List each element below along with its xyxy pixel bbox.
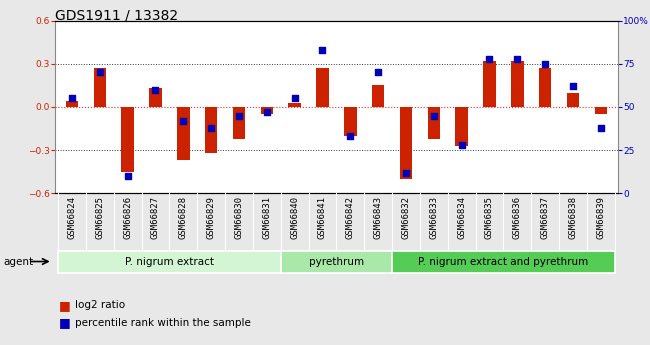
Bar bbox=[122, 107, 134, 171]
Point bbox=[373, 70, 384, 75]
Text: GSM66830: GSM66830 bbox=[235, 196, 244, 239]
Text: GSM66825: GSM66825 bbox=[96, 196, 104, 239]
Point bbox=[484, 56, 495, 61]
Point bbox=[595, 125, 606, 130]
Text: GSM66836: GSM66836 bbox=[513, 196, 522, 239]
Bar bbox=[233, 107, 245, 139]
FancyBboxPatch shape bbox=[281, 251, 392, 273]
Point bbox=[401, 170, 411, 175]
Bar bbox=[372, 86, 384, 107]
Text: GSM66831: GSM66831 bbox=[263, 196, 271, 239]
Text: GSM66824: GSM66824 bbox=[68, 196, 77, 239]
Bar bbox=[66, 101, 78, 107]
Text: GSM66828: GSM66828 bbox=[179, 196, 188, 239]
Bar bbox=[344, 107, 357, 136]
Point bbox=[261, 109, 272, 115]
Point bbox=[428, 113, 439, 118]
Text: GSM66839: GSM66839 bbox=[596, 196, 605, 239]
Bar bbox=[316, 68, 329, 107]
Bar bbox=[205, 107, 217, 153]
Text: log2 ratio: log2 ratio bbox=[75, 300, 125, 310]
Point bbox=[540, 61, 551, 67]
Text: pyrethrum: pyrethrum bbox=[309, 257, 364, 267]
Point bbox=[178, 118, 188, 124]
Text: GSM66826: GSM66826 bbox=[123, 196, 132, 239]
Bar bbox=[456, 107, 468, 146]
FancyBboxPatch shape bbox=[58, 251, 281, 273]
Bar bbox=[539, 68, 551, 107]
Bar bbox=[567, 92, 579, 107]
Text: GSM66827: GSM66827 bbox=[151, 196, 160, 239]
Text: P. nigrum extract and pyrethrum: P. nigrum extract and pyrethrum bbox=[418, 257, 588, 267]
Bar bbox=[428, 107, 440, 139]
Text: P. nigrum extract: P. nigrum extract bbox=[125, 257, 214, 267]
Text: GSM66829: GSM66829 bbox=[207, 196, 216, 239]
Text: GSM66832: GSM66832 bbox=[402, 196, 410, 239]
Text: GSM66838: GSM66838 bbox=[569, 196, 577, 239]
Bar bbox=[483, 61, 496, 107]
Point bbox=[345, 134, 356, 139]
Bar bbox=[289, 103, 301, 107]
Text: GDS1911 / 13382: GDS1911 / 13382 bbox=[55, 9, 178, 23]
Point bbox=[456, 142, 467, 148]
Point bbox=[67, 96, 77, 101]
Text: GSM66833: GSM66833 bbox=[429, 196, 438, 239]
Bar bbox=[94, 68, 106, 107]
Text: ■: ■ bbox=[58, 299, 70, 312]
Point bbox=[95, 70, 105, 75]
Text: GSM66837: GSM66837 bbox=[541, 196, 550, 239]
Bar bbox=[511, 61, 523, 107]
Point bbox=[317, 47, 328, 53]
Point bbox=[289, 96, 300, 101]
Text: GSM66835: GSM66835 bbox=[485, 196, 494, 239]
Text: agent: agent bbox=[3, 257, 33, 267]
Point bbox=[150, 87, 161, 92]
Point bbox=[206, 125, 216, 130]
Text: percentile rank within the sample: percentile rank within the sample bbox=[75, 318, 251, 327]
Bar bbox=[400, 107, 412, 179]
Text: GSM66834: GSM66834 bbox=[457, 196, 466, 239]
Text: GSM66841: GSM66841 bbox=[318, 196, 327, 239]
Point bbox=[512, 56, 523, 61]
Bar bbox=[177, 107, 190, 160]
Point bbox=[122, 173, 133, 179]
Text: GSM66840: GSM66840 bbox=[290, 196, 299, 239]
Bar bbox=[595, 107, 607, 114]
FancyBboxPatch shape bbox=[392, 251, 615, 273]
Text: ■: ■ bbox=[58, 316, 70, 329]
Text: GSM66843: GSM66843 bbox=[374, 196, 383, 239]
Point bbox=[234, 113, 244, 118]
Point bbox=[567, 83, 578, 89]
Bar bbox=[261, 107, 273, 114]
Text: GSM66842: GSM66842 bbox=[346, 196, 355, 239]
Bar bbox=[150, 88, 162, 107]
